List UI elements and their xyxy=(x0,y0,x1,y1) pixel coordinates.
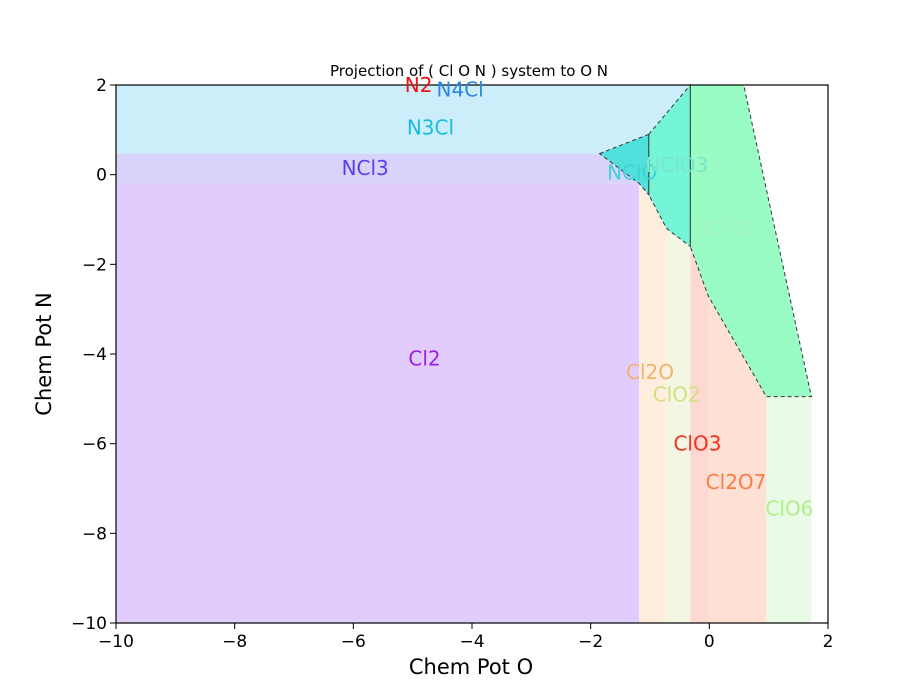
region-outline-nclo3 xyxy=(648,83,691,248)
y-tick-label: 2 xyxy=(96,76,107,96)
x-tick-label: −2 xyxy=(578,632,603,652)
label-clo2: ClO2 xyxy=(653,382,701,406)
region-outline-nclo xyxy=(598,133,650,197)
y-axis-label: Chem Pot N xyxy=(32,292,56,415)
label-nclo6: NClO6 xyxy=(693,216,756,240)
region-nclo6 xyxy=(690,85,812,397)
y-tick-label: −6 xyxy=(82,435,107,455)
label-clo3: ClO3 xyxy=(673,432,721,456)
label-cl2o7: Cl2O7 xyxy=(706,470,767,494)
ticks-layer: −10 −8 −6 −4 −2 0 2 −10 −8 −6 −4 −2 0 2 xyxy=(71,76,833,652)
regions-layer xyxy=(116,85,812,623)
label-n4cl: N4Cl xyxy=(437,77,484,101)
region-clo6 xyxy=(766,396,812,623)
x-tick-label: −4 xyxy=(459,632,484,652)
region-cl2 xyxy=(116,183,640,623)
region-nclo3 xyxy=(648,85,691,247)
x-tick-label: 0 xyxy=(704,632,715,652)
y-tick-label: −4 xyxy=(82,345,107,365)
x-tick-label: 2 xyxy=(823,632,834,652)
y-tick-label: −10 xyxy=(71,614,107,634)
label-nclo: NClO xyxy=(607,160,657,184)
label-n2: N2 xyxy=(405,73,433,97)
x-tick-label: −6 xyxy=(341,632,366,652)
y-tick-label: −2 xyxy=(82,255,107,275)
region-cl2o7 xyxy=(708,295,767,623)
label-cl2: Cl2 xyxy=(408,346,440,370)
x-tick-label: −8 xyxy=(222,632,247,652)
x-axis-label: Chem Pot O xyxy=(409,655,533,679)
boundary-layer xyxy=(598,83,813,398)
label-n3cl: N3Cl xyxy=(407,116,454,140)
region-clo2 xyxy=(666,228,691,623)
x-tick-label: −10 xyxy=(98,632,134,652)
label-clo6: ClO6 xyxy=(765,497,813,521)
region-nclo xyxy=(599,134,649,195)
region-ncl3 xyxy=(116,153,640,184)
label-ncl3: NCl3 xyxy=(342,156,389,180)
label-cl2o: Cl2O xyxy=(626,360,674,384)
label-nclo3: NClO3 xyxy=(645,153,708,177)
y-tick-label: 0 xyxy=(96,166,107,186)
region-cl2o xyxy=(639,183,667,623)
chart-title: Projection of ( Cl O N ) system to O N xyxy=(330,62,608,80)
region-clo3 xyxy=(690,246,709,623)
y-tick-label: −8 xyxy=(82,524,107,544)
region-n3cl xyxy=(116,85,691,154)
